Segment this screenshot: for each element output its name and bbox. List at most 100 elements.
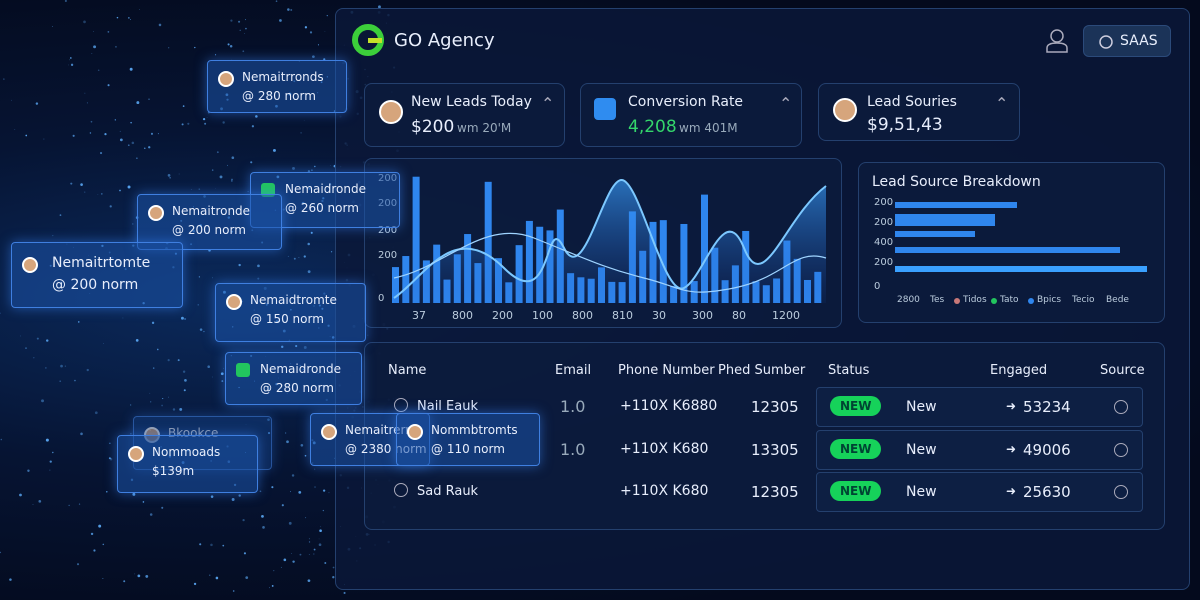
particle	[308, 541, 311, 543]
particle	[181, 123, 184, 126]
particle	[93, 45, 97, 49]
particle	[123, 580, 126, 583]
card-sub[interactable]: $139m	[152, 464, 195, 478]
particle	[130, 433, 132, 435]
card-name[interactable]: Nemaidtromte	[250, 293, 337, 307]
particle	[328, 492, 330, 494]
particle	[64, 0, 67, 2]
cell-number: 12305	[751, 483, 799, 501]
particle	[86, 102, 89, 104]
particle	[226, 164, 228, 166]
decor-bar	[536, 226, 544, 303]
particle	[318, 543, 322, 547]
particle	[304, 454, 307, 457]
particle	[70, 63, 74, 66]
kpi-title: Conversion Rate	[628, 94, 744, 110]
source-radio[interactable]	[1114, 485, 1128, 499]
card-name[interactable]: Nemaitrtomte	[52, 255, 151, 271]
particle	[239, 29, 241, 31]
particle	[64, 365, 67, 367]
particle	[251, 125, 255, 128]
chevron[interactable]: ⌃	[779, 94, 793, 113]
particle	[194, 46, 196, 49]
particle	[83, 20, 86, 24]
particle	[295, 344, 298, 348]
particle	[14, 129, 16, 130]
particle	[0, 312, 1, 314]
user-icon[interactable]	[1045, 28, 1069, 54]
particle	[150, 132, 154, 135]
particle	[307, 242, 310, 246]
lead-card[interactable]: Nemaitronde @ 200 norm	[137, 194, 282, 250]
particle	[119, 189, 121, 192]
lead-card[interactable]: Nemaitrronds @ 280 norm	[207, 60, 347, 113]
particle	[41, 399, 44, 403]
particle	[313, 553, 315, 555]
particle	[119, 138, 123, 142]
x-label: 1200	[772, 309, 800, 322]
particle	[70, 57, 72, 59]
card-name[interactable]: Nemaidronde	[260, 362, 341, 376]
chevron[interactable]: ⌃	[541, 94, 555, 113]
particle	[36, 337, 39, 340]
particle	[77, 321, 80, 323]
particle	[229, 44, 233, 48]
particle	[199, 543, 202, 546]
particle	[102, 543, 105, 546]
particle	[320, 526, 322, 528]
card-sub[interactable]: @ 280 norm	[260, 381, 334, 395]
particle	[104, 133, 107, 136]
card-sub[interactable]: @ 110 norm	[431, 442, 505, 456]
particle	[231, 497, 235, 501]
card-sub[interactable]: @ 200 norm	[172, 223, 246, 237]
card-name[interactable]: Nemaitronde	[172, 204, 251, 218]
particle	[45, 367, 47, 369]
cell-email: 1.0	[560, 440, 586, 459]
particle	[198, 276, 200, 278]
particle	[97, 69, 100, 72]
lead-card[interactable]: Nommoads $139m	[117, 435, 258, 493]
column-header: Source	[1100, 363, 1145, 378]
particle	[167, 174, 171, 177]
particle	[222, 121, 225, 124]
card-name[interactable]: Nemaitrronds	[242, 70, 324, 84]
lead-card[interactable]: Nemaidtromte @ 150 norm	[215, 283, 366, 342]
source-radio[interactable]	[1114, 400, 1128, 414]
particle	[211, 169, 214, 171]
particle	[70, 182, 73, 185]
particle	[318, 538, 320, 540]
column-header: Name	[388, 363, 427, 378]
chevron[interactable]: ⌃	[995, 94, 1009, 113]
particle	[332, 576, 335, 579]
lead-card[interactable]: Nemaitrtomte @ 200 norm	[11, 242, 183, 308]
decor-bar	[412, 176, 420, 303]
kpi-sub: wm 401M	[679, 121, 738, 135]
particle	[25, 347, 27, 350]
main-chart	[392, 176, 827, 303]
button-label[interactable]: SAAS	[1120, 33, 1158, 49]
particle	[288, 521, 292, 525]
particle	[49, 469, 51, 471]
card-sub[interactable]: @ 200 norm	[52, 277, 139, 293]
card-name[interactable]: Nommoads	[152, 445, 221, 459]
kpi-title: New Leads Today	[411, 94, 532, 110]
card-sub[interactable]: @ 150 norm	[250, 312, 324, 326]
particle	[209, 574, 211, 577]
source-radio[interactable]	[1114, 443, 1128, 457]
card-name[interactable]: Nemaidronde	[285, 182, 366, 196]
particle	[231, 156, 235, 160]
particle	[3, 78, 5, 80]
saas-button[interactable]: SAAS	[1083, 25, 1171, 57]
card-sub[interactable]: @ 260 norm	[285, 201, 359, 215]
lead-card[interactable]: Nommbtromts @ 110 norm	[396, 413, 540, 466]
x-label: 37	[412, 309, 426, 322]
particle	[97, 194, 99, 196]
particle	[179, 407, 183, 411]
particle	[150, 401, 152, 403]
card-name[interactable]: Nommbtromts	[431, 423, 518, 437]
cell-phone: +110X K680	[620, 483, 709, 499]
card-sub[interactable]: @ 280 norm	[242, 89, 316, 103]
card-icon	[22, 257, 38, 273]
lead-card[interactable]: Nemaidronde @ 280 norm	[225, 352, 362, 405]
particle	[89, 132, 92, 134]
